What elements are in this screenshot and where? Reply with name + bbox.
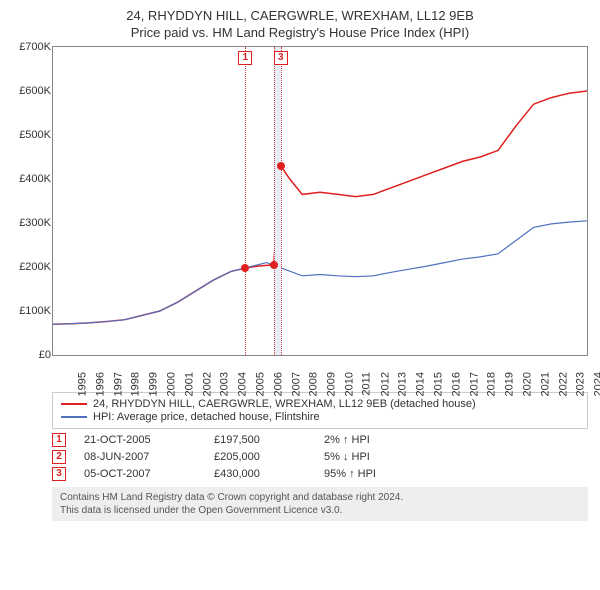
x-axis-tick: 2023 (575, 372, 587, 396)
footer-attribution: Contains HM Land Registry data © Crown c… (52, 487, 588, 521)
x-axis-tick: 2006 (272, 372, 284, 396)
footer-line-2: This data is licensed under the Open Gov… (60, 504, 580, 517)
line-chart-svg (53, 47, 587, 355)
chart-container: 24, RHYDDYN HILL, CAERGWRLE, WREXHAM, LL… (0, 0, 600, 525)
y-axis-tick: £400K (11, 173, 51, 185)
sale-point-dot (270, 261, 278, 269)
sale-row: 2 08-JUN-2007£205,0005% ↓ HPI (52, 450, 588, 464)
sale-marker-line (281, 47, 282, 355)
sale-date: 05-OCT-2007 (84, 468, 214, 480)
x-axis-tick: 2009 (326, 372, 338, 396)
footer-line-1: Contains HM Land Registry data © Crown c… (60, 491, 580, 504)
sale-price: £205,000 (214, 451, 324, 463)
x-axis-tick: 2024 (593, 372, 600, 396)
x-axis-tick: 2011 (360, 372, 372, 396)
sale-price: £430,000 (214, 468, 324, 480)
x-axis-tick: 2007 (290, 372, 302, 396)
x-axis-tick: 2010 (343, 372, 355, 396)
x-axis-tick: 2000 (165, 372, 177, 396)
series-property (53, 91, 587, 324)
x-axis-tick: 2012 (379, 372, 391, 396)
title-sub: Price paid vs. HM Land Registry's House … (12, 25, 588, 40)
y-axis-tick: £200K (11, 261, 51, 273)
x-axis-tick: 1997 (112, 372, 124, 396)
x-axis-tick: 2017 (468, 372, 480, 396)
sale-date: 21-OCT-2005 (84, 434, 214, 446)
sale-index-box: 3 (52, 467, 66, 481)
sale-point-dot (241, 264, 249, 272)
sale-price: £197,500 (214, 434, 324, 446)
x-axis-tick: 2019 (504, 372, 516, 396)
sale-hpi-delta: 95% ↑ HPI (324, 468, 444, 480)
legend-item: HPI: Average price, detached house, Flin… (61, 411, 579, 423)
sale-index-box: 2 (52, 450, 66, 464)
x-axis-tick: 2002 (201, 372, 213, 396)
chart-area: £0£100K£200K£300K£400K£500K£600K£700K13 … (52, 46, 588, 386)
x-axis-tick: 1998 (130, 372, 142, 396)
plot-region: £0£100K£200K£300K£400K£500K£600K£700K13 (52, 46, 588, 356)
x-axis-tick: 2013 (397, 372, 409, 396)
x-axis-tick: 2005 (254, 372, 266, 396)
x-axis-tick: 2004 (237, 372, 249, 396)
legend: 24, RHYDDYN HILL, CAERGWRLE, WREXHAM, LL… (52, 392, 588, 429)
x-axis-tick: 1999 (148, 372, 160, 396)
sale-row: 1 21-OCT-2005£197,5002% ↑ HPI (52, 433, 588, 447)
sale-point-dot (277, 162, 285, 170)
x-axis-tick: 1996 (94, 372, 106, 396)
x-axis-tick: 2003 (219, 372, 231, 396)
sale-row: 3 05-OCT-2007£430,00095% ↑ HPI (52, 467, 588, 481)
sale-marker-box: 1 (238, 51, 252, 65)
y-axis-tick: £600K (11, 85, 51, 97)
y-axis-tick: £100K (11, 305, 51, 317)
y-axis-tick: £700K (11, 41, 51, 53)
legend-label: HPI: Average price, detached house, Flin… (93, 411, 320, 423)
y-axis-tick: £300K (11, 217, 51, 229)
legend-swatch (61, 403, 87, 405)
legend-label: 24, RHYDDYN HILL, CAERGWRLE, WREXHAM, LL… (93, 398, 476, 410)
sale-hpi-delta: 5% ↓ HPI (324, 451, 444, 463)
x-axis-tick: 2016 (450, 372, 462, 396)
y-axis-tick: £500K (11, 129, 51, 141)
x-axis-tick: 2014 (415, 372, 427, 396)
series-hpi (53, 221, 587, 324)
x-axis-tick: 2022 (557, 372, 569, 396)
sale-index-box: 1 (52, 433, 66, 447)
legend-item: 24, RHYDDYN HILL, CAERGWRLE, WREXHAM, LL… (61, 398, 579, 410)
sale-marker-line (274, 47, 275, 355)
y-axis-tick: £0 (11, 349, 51, 361)
title-block: 24, RHYDDYN HILL, CAERGWRLE, WREXHAM, LL… (12, 8, 588, 40)
x-axis-tick: 2008 (308, 372, 320, 396)
sale-marker-line (245, 47, 246, 355)
x-axis-tick: 2018 (486, 372, 498, 396)
title-main: 24, RHYDDYN HILL, CAERGWRLE, WREXHAM, LL… (12, 8, 588, 23)
sale-hpi-delta: 2% ↑ HPI (324, 434, 444, 446)
x-axis-tick: 2015 (432, 372, 444, 396)
sale-marker-box: 3 (274, 51, 288, 65)
legend-swatch (61, 416, 87, 418)
sale-date: 08-JUN-2007 (84, 451, 214, 463)
x-axis-tick: 2021 (539, 372, 551, 396)
x-axis-tick: 2001 (183, 372, 195, 396)
sales-table: 1 21-OCT-2005£197,5002% ↑ HPI 2 08-JUN-2007… (52, 433, 588, 481)
highlight-band (274, 47, 281, 355)
x-axis-tick: 2020 (521, 372, 533, 396)
x-axis-tick: 1995 (76, 372, 88, 396)
